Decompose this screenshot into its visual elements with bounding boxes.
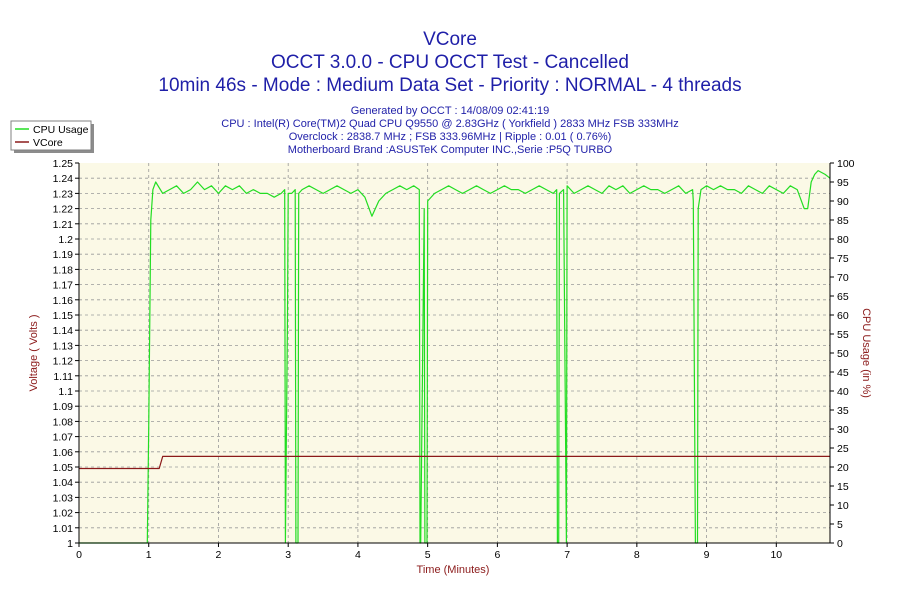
y-left-tick-label: 1.18 (53, 264, 74, 276)
y-right-tick-label: 5 (837, 519, 843, 531)
x-axis-ticks: 0 1 2 3 4 5 6 7 8 9 10 (76, 543, 782, 561)
y-right-tick-label: 65 (837, 291, 849, 303)
y-left-tick-label: 1.19 (53, 249, 74, 261)
y-left-tick-label: 1.17 (53, 280, 74, 292)
gridlines (79, 163, 830, 543)
x-tick-label: 4 (355, 549, 361, 561)
y-left-tick-label: 1.08 (53, 416, 74, 428)
y-left-tick-label: 1.03 (53, 492, 74, 504)
y-right-tick-label: 100 (837, 158, 855, 170)
x-tick-label: 3 (285, 549, 291, 561)
legend-label-cpu-usage: CPU Usage (33, 124, 89, 136)
chart-subtitle-test: OCCT 3.0.0 - CPU OCCT Test - Cancelled (271, 52, 629, 73)
y-right-tick-label: 50 (837, 348, 849, 360)
x-tick-label: 2 (216, 549, 222, 561)
chart-subtitle-mode: 10min 46s - Mode : Medium Data Set - Pri… (158, 75, 741, 96)
plot-area (79, 163, 830, 543)
y-right-tick-label: 85 (837, 215, 849, 227)
y-left-tick-label: 1.13 (53, 340, 74, 352)
y-right-tick-label: 20 (837, 462, 849, 474)
y-right-tick-label: 30 (837, 424, 849, 436)
x-tick-label: 10 (770, 549, 782, 561)
x-tick-label: 8 (634, 549, 640, 561)
y-left-tick-label: 1.21 (53, 219, 74, 231)
y-right-tick-label: 0 (837, 538, 843, 550)
legend-box (10, 120, 92, 151)
x-tick-label: 6 (494, 549, 500, 561)
y-left-tick-label: 1.2 (58, 234, 73, 246)
y-left-tick-label: 1.25 (53, 158, 74, 170)
x-tick-label: 5 (425, 549, 431, 561)
x-tick-label: 1 (146, 549, 152, 561)
y-left-tick-label: 1.06 (53, 447, 74, 459)
x-tick-label: 7 (564, 549, 570, 561)
y-left-tick-label: 1.24 (53, 173, 74, 185)
y-left-tick-label: 1.14 (53, 325, 74, 337)
y-right-tick-label: 10 (837, 500, 849, 512)
y-right-tick-label: 70 (837, 272, 849, 284)
y-right-tick-label: 15 (837, 481, 849, 493)
y-right-tick-label: 80 (837, 234, 849, 246)
y-left-tick-label: 1.05 (53, 462, 74, 474)
legend-label-vcore: VCore (33, 137, 63, 149)
y-right-tick-label: 35 (837, 405, 849, 417)
y-left-tick-label: 1.11 (53, 371, 73, 383)
info-overclock: Overclock : 2838.7 MHz ; FSB 333.96MHz |… (289, 131, 612, 143)
y-left-tick-label: 1.15 (53, 310, 74, 322)
x-axis-title: Time (Minutes) (417, 564, 490, 576)
y-left-tick-label: 1.01 (53, 523, 74, 535)
info-motherboard: Motherboard Brand :ASUSTeK Computer INC.… (288, 144, 613, 156)
y-right-tick-label: 45 (837, 367, 849, 379)
y-left-tick-label: 1.16 (53, 295, 74, 307)
y-left-axis-ticks: 1 1.01 1.02 1.03 1.04 1.05 1.06 1.07 1.08 1.09 1.1… (53, 158, 79, 550)
y-left-tick-label: 1.1 (58, 386, 73, 398)
y-right-tick-label: 75 (837, 253, 849, 265)
y-left-tick-label: 1 (67, 538, 73, 550)
y-left-tick-label: 1.07 (53, 432, 74, 444)
y-left-tick-label: 1.22 (53, 204, 74, 216)
series-line-vcore (79, 455, 830, 470)
series-lines (79, 170, 831, 544)
y-right-tick-label: 40 (837, 386, 849, 398)
y-right-tick-label: 55 (837, 329, 849, 341)
y-right-tick-label: 25 (837, 443, 849, 455)
y-left-tick-label: 1.02 (53, 508, 74, 520)
info-cpu: CPU : Intel(R) Core(TM)2 Quad CPU Q9550 … (221, 118, 678, 130)
y-right-tick-label: 90 (837, 196, 849, 208)
y-left-tick-label: 1.04 (53, 477, 74, 489)
x-tick-label: 9 (704, 549, 710, 561)
x-tick-label: 0 (76, 549, 82, 561)
y-left-tick-label: 1.23 (53, 188, 74, 200)
y-right-axis-ticks: 0 5 10 15 20 25 30 35 40 45 50 55 60 65 70 75 80 85 90 95 10… (830, 158, 855, 550)
info-generated: Generated by OCCT : 14/08/09 02:41:19 (351, 105, 550, 117)
y-left-tick-label: 1.09 (53, 401, 74, 413)
y-right-tick-label: 60 (837, 310, 849, 322)
legend: CPU Usage VCore (10, 120, 94, 153)
y-right-tick-label: 95 (837, 177, 849, 189)
y-left-tick-label: 1.12 (53, 356, 74, 368)
series-line-cpu-usage (79, 170, 831, 544)
y-right-axis-title: CPU Usage (in %) (860, 308, 872, 398)
chart-title: VCore (423, 29, 477, 50)
y-left-axis-title: Voltage ( Volts ) (28, 314, 40, 391)
